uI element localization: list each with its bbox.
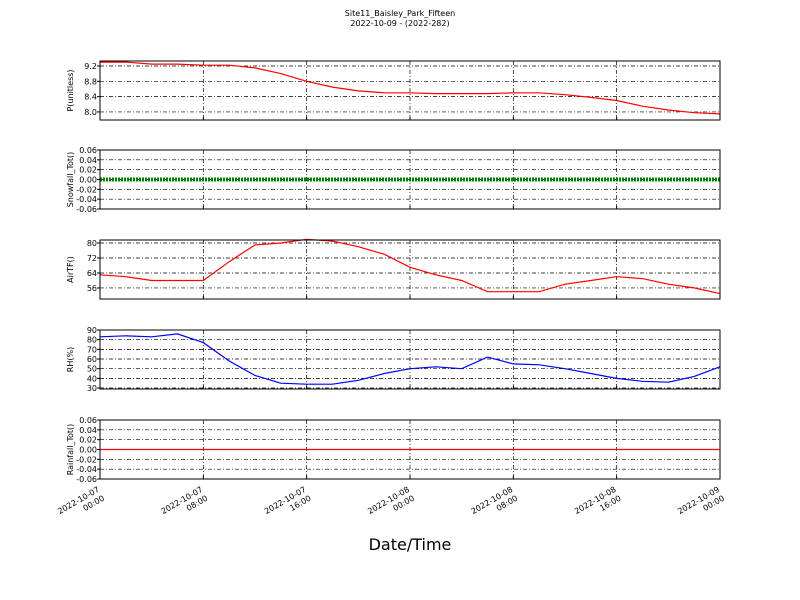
y-axis-label: Rainfall_Tot() — [66, 424, 75, 476]
y-tick-label: 30 — [87, 384, 97, 393]
y-tick-label: -0.04 — [76, 195, 97, 204]
y-tick-label: 40 — [87, 374, 97, 383]
y-axis-label: Snowfall_Tot() — [66, 152, 75, 208]
y-tick-label: -0.02 — [76, 455, 97, 464]
y-tick-label: 80 — [87, 336, 97, 345]
y-tick-label: 0.04 — [79, 426, 97, 435]
y-tick-label: 70 — [87, 345, 97, 354]
y-tick-label: 60 — [87, 355, 97, 364]
figure-title: Site11_Baisley_Park_Fifteen — [345, 9, 455, 18]
y-axis-label: P(unitless) — [66, 69, 75, 111]
y-tick-label: 0.06 — [79, 416, 97, 425]
axes-frame — [99, 149, 721, 210]
y-tick-label: 8.4 — [84, 93, 97, 102]
y-tick-label: 80 — [87, 239, 97, 248]
y-axis-label: RH(%) — [66, 347, 75, 372]
axes-frame — [99, 329, 721, 390]
axes-frame — [99, 239, 721, 300]
data-line — [99, 238, 721, 295]
y-tick-label: 0.06 — [79, 146, 97, 155]
y-tick-label: -0.02 — [76, 185, 97, 194]
y-tick-label: -0.06 — [76, 205, 97, 214]
y-tick-label: 8.8 — [84, 77, 97, 86]
y-tick-label: 72 — [87, 254, 97, 263]
axes-frame — [99, 60, 721, 121]
y-tick-label: 9.2 — [84, 62, 97, 71]
y-tick-label: 50 — [87, 365, 97, 374]
y-tick-label: 0.02 — [79, 436, 97, 445]
y-tick-label: -0.04 — [76, 465, 97, 474]
y-tick-label: 56 — [87, 284, 97, 293]
y-tick-label: 0.00 — [79, 446, 97, 455]
y-tick-label: 64 — [87, 269, 97, 278]
y-tick-label: 90 — [87, 326, 97, 335]
data-line — [99, 333, 721, 385]
x-axis-label: Date/Time — [369, 535, 452, 554]
figure-subtitle: 2022-10-09 - (2022-282) — [350, 19, 449, 28]
y-axis-label: AirTF() — [66, 256, 75, 283]
data-line — [100, 61, 721, 115]
axes-frame — [99, 419, 721, 480]
y-tick-label: 0.00 — [79, 176, 97, 185]
y-tick-label: 8.0 — [84, 108, 97, 117]
y-tick-label: -0.06 — [76, 475, 97, 484]
y-tick-label: 0.04 — [79, 156, 97, 165]
y-tick-label: 0.02 — [79, 166, 97, 175]
